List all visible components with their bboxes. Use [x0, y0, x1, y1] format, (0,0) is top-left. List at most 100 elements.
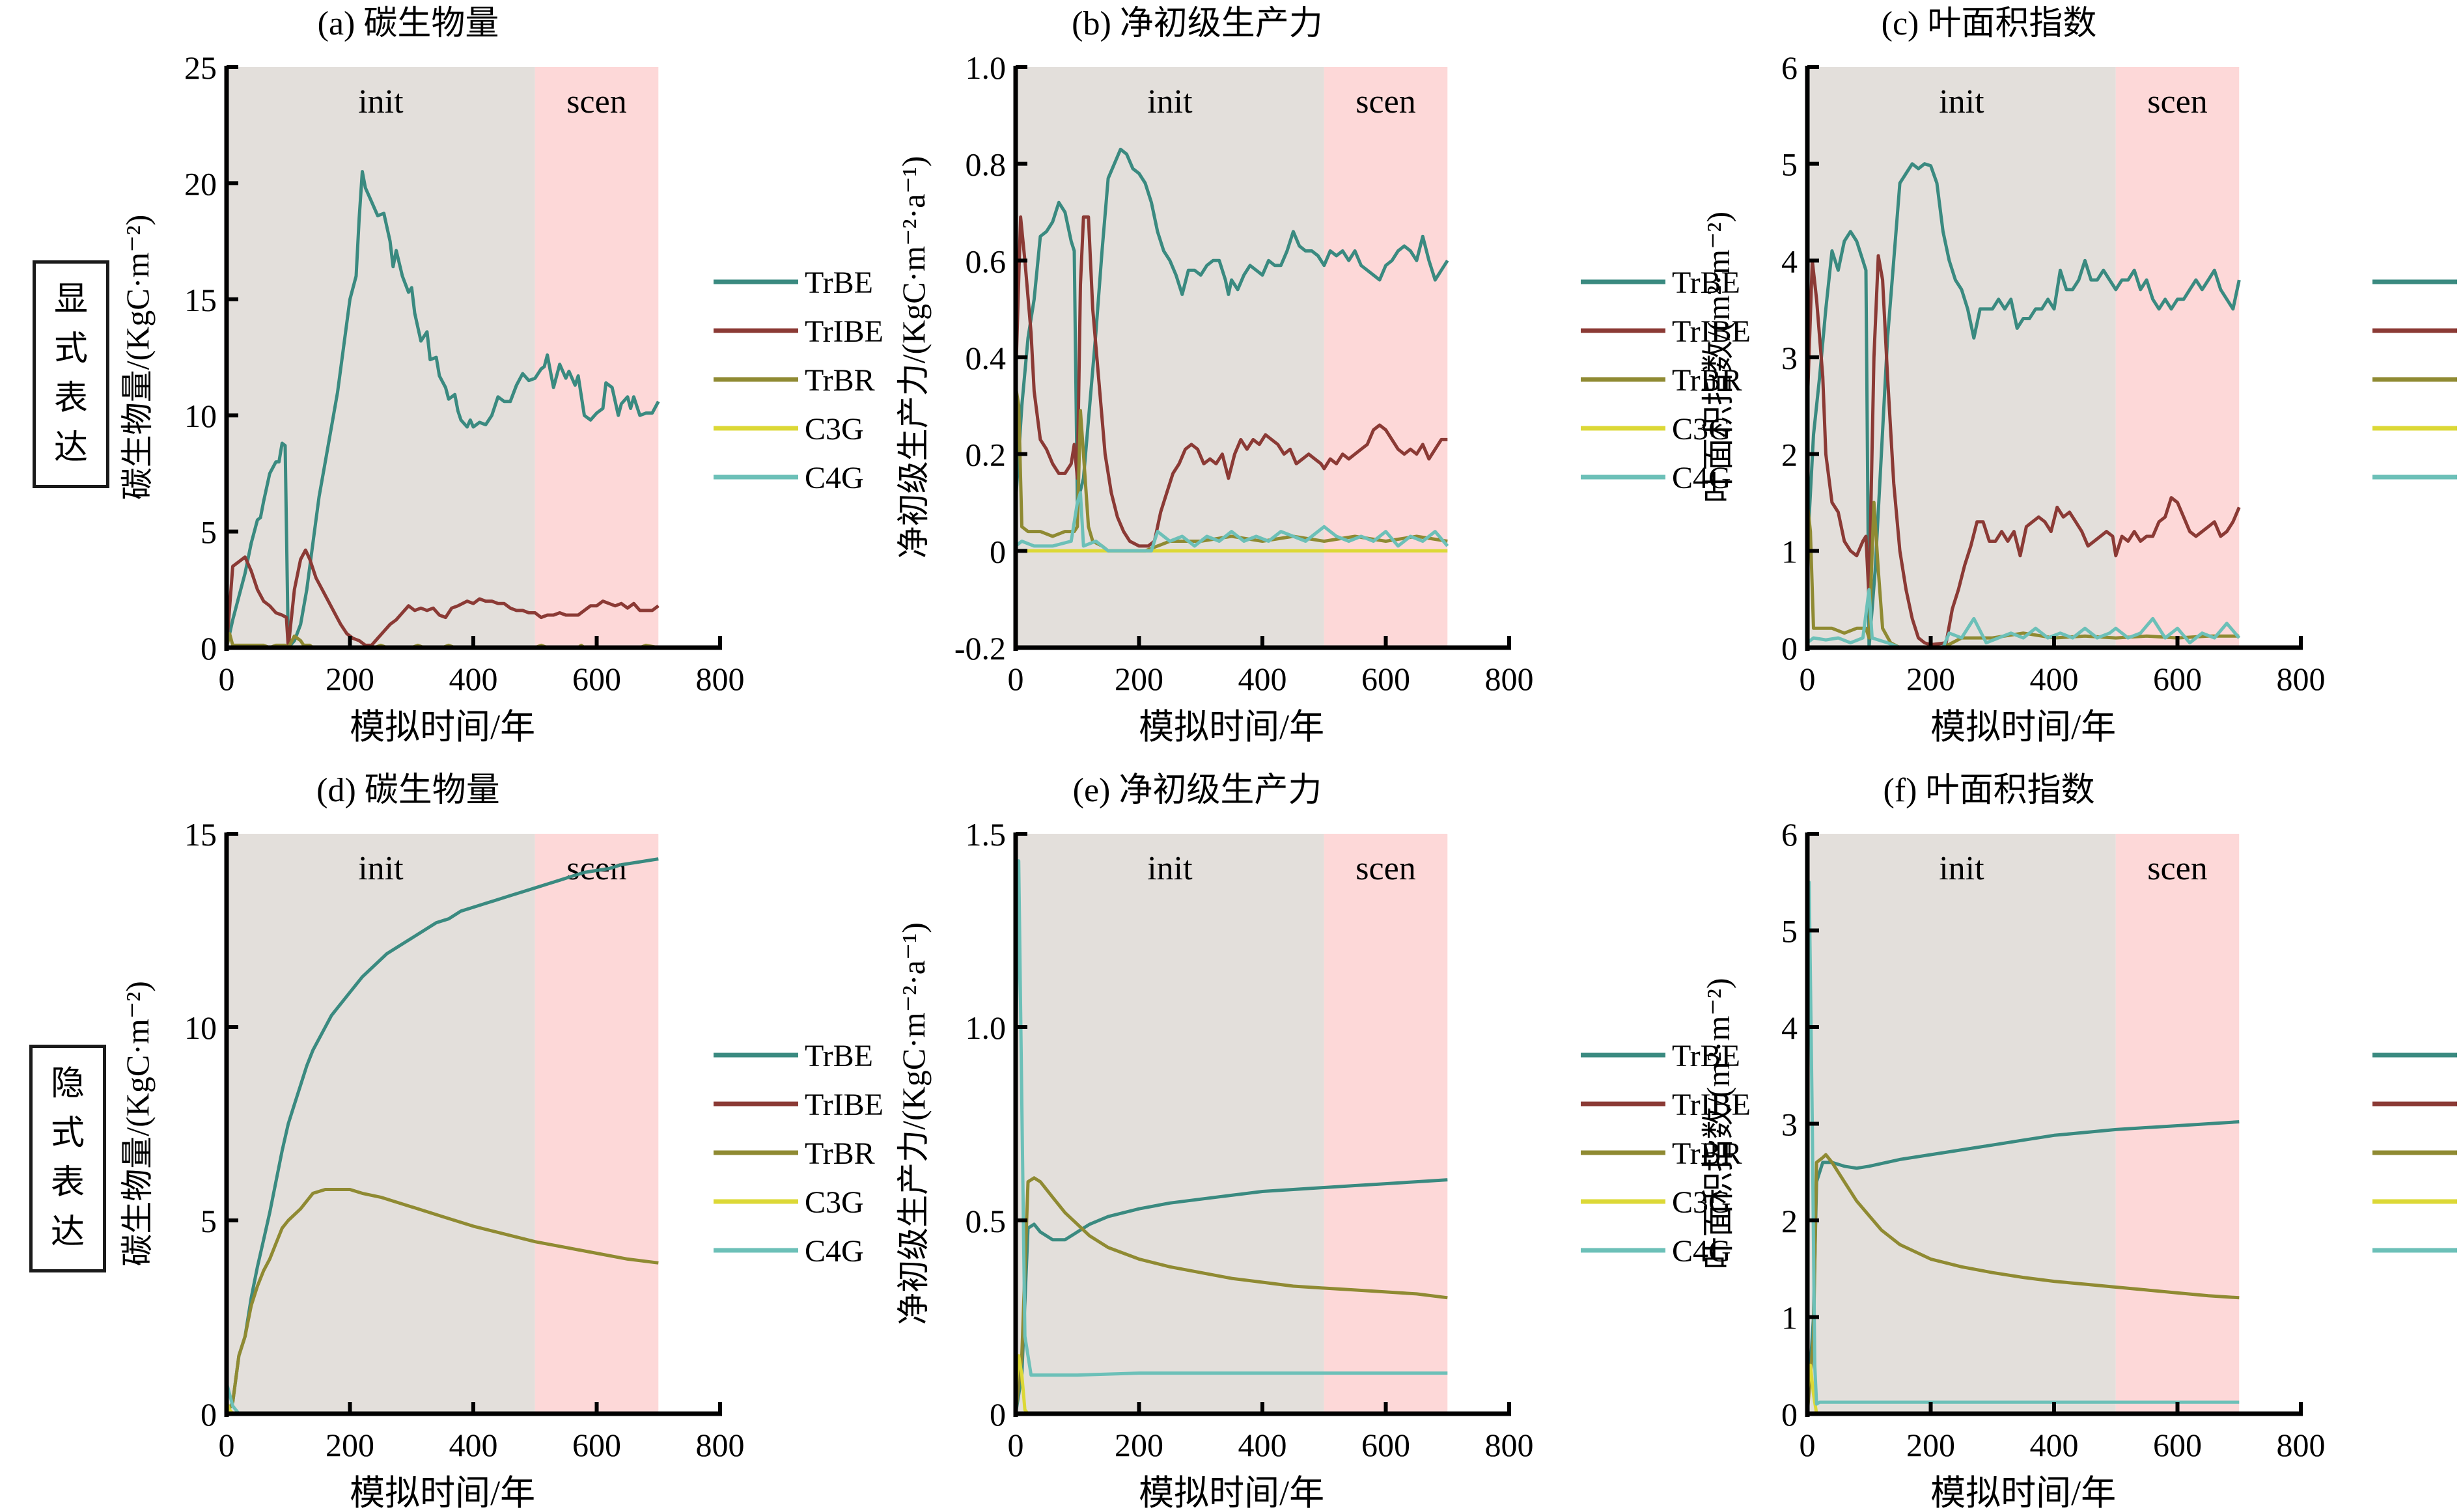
- y-tick-label: 15: [184, 282, 217, 318]
- y-tick-label: 2: [1781, 1203, 1798, 1239]
- x-tick-label: 400: [2030, 1427, 2079, 1463]
- legend-label-c3g: C3G: [805, 412, 864, 447]
- series-line-c4g: [1014, 859, 1448, 1377]
- y-tick-label: 0: [990, 533, 1006, 570]
- x-tick-label: 0: [219, 661, 235, 697]
- phase-init-label: init: [1147, 83, 1193, 120]
- y-tick-label: 0: [990, 1396, 1006, 1433]
- y-tick-label: -0.2: [954, 630, 1006, 667]
- x-axis-label: 模拟时间/年: [1930, 708, 2116, 747]
- chart-panel-d: init scen 0 200 400 600 800 0 5 10 15 (d) 碳生物量模拟时间/…: [119, 772, 883, 1512]
- y-tick-label: 3: [1781, 340, 1798, 376]
- series-line-trbe: [1805, 1120, 2240, 1414]
- phase-scen-background: [1324, 67, 1448, 648]
- chart-title: (b) 净初级生产力: [1072, 5, 1323, 42]
- y-tick-label: 0.4: [966, 340, 1007, 376]
- x-tick-label: 600: [1361, 1427, 1410, 1463]
- y-axis-label: 碳生物量/(KgC·m⁻²): [119, 981, 156, 1267]
- legend-label-tribe: TrIBE: [805, 314, 883, 349]
- y-tick-label: 0.2: [966, 437, 1007, 473]
- x-tick-label: 200: [1115, 661, 1163, 697]
- y-tick-label: 1.0: [966, 49, 1007, 86]
- x-tick-label: 600: [572, 661, 621, 697]
- legend-label-trbe: TrBE: [805, 1039, 873, 1073]
- y-axis-label: 碳生物量/(KgC·m⁻²): [119, 215, 156, 501]
- y-tick-label: 6: [1781, 816, 1798, 853]
- phase-scen-background: [2115, 67, 2240, 648]
- row-label-explicit: 显 式 表 达: [33, 260, 109, 488]
- chart-title: (e) 净初级生产力: [1073, 772, 1322, 809]
- legend-label-tribe: TrIBE: [805, 1088, 883, 1122]
- y-axis-label: 净初级生产力/(KgC·m⁻²·a⁻¹): [895, 922, 932, 1325]
- phase-init-background: [227, 67, 535, 648]
- y-tick-label: 1.0: [966, 1010, 1007, 1046]
- x-tick-label: 200: [1115, 1427, 1163, 1463]
- chart-title: (f) 叶面积指数: [1884, 772, 2095, 809]
- chart-title: (c) 叶面积指数: [1882, 5, 2097, 42]
- y-tick-label: 4: [1781, 1010, 1798, 1046]
- row-label-char: 式: [53, 331, 88, 368]
- x-tick-label: 400: [1238, 1427, 1287, 1463]
- phase-scen-label: scen: [2147, 83, 2207, 120]
- legend-label-c4g: C4G: [1672, 1234, 1731, 1269]
- y-tick-label: 0.6: [966, 243, 1007, 279]
- y-tick-label: 0: [201, 630, 217, 667]
- legend: TrBE TrIBE TrBR C3G C4G: [714, 266, 883, 495]
- legend-label-trbe: TrBE: [805, 266, 873, 300]
- phase-scen-background: [535, 67, 659, 648]
- y-tick-label: 0.5: [966, 1203, 1007, 1239]
- legend-label-tribe: TrIBE: [1672, 314, 1751, 349]
- x-tick-label: 0: [1800, 1427, 1816, 1463]
- y-tick-label: 5: [1781, 146, 1798, 183]
- x-tick-label: 600: [2153, 661, 2202, 697]
- chart-panel-e: init scen 0 200 400 600 800 0 0.5 1.0 1.5 (e) 净初级生产…: [895, 772, 1751, 1512]
- phase-scen-label: scen: [1356, 83, 1415, 120]
- x-tick-label: 400: [1238, 661, 1287, 697]
- y-tick-label: 5: [1781, 913, 1798, 950]
- x-tick-label: 0: [1008, 1427, 1024, 1463]
- y-tick-label: 10: [184, 398, 217, 434]
- phase-init-background: [1807, 834, 2116, 1414]
- x-tick-label: 600: [1361, 661, 1410, 697]
- x-tick-label: 800: [696, 1427, 745, 1463]
- x-tick-label: 800: [1485, 661, 1534, 697]
- phase-init-background: [1016, 834, 1324, 1414]
- legend-label-c4g: C4G: [805, 461, 864, 495]
- y-axis-label: 叶面积指数/(m²·m⁻²): [1700, 212, 1736, 503]
- x-tick-label: 400: [449, 1427, 498, 1463]
- series-line-trbe: [225, 857, 659, 1415]
- y-tick-label: 15: [184, 816, 217, 853]
- phase-scen-label: scen: [566, 850, 626, 887]
- chart-title: (d) 碳生物量: [316, 772, 500, 809]
- series-line-tribe: [225, 548, 660, 650]
- x-axis-label: 模拟时间/年: [350, 708, 535, 747]
- x-tick-label: 400: [2030, 661, 2079, 697]
- row-label-char: 表: [53, 380, 88, 417]
- chart-title: (a) 碳生物量: [318, 5, 499, 42]
- row-label-implicit: 隐 式 表 达: [29, 1045, 106, 1272]
- legend-label-c3g: C3G: [1672, 412, 1731, 447]
- row-label-char: 隐: [50, 1065, 85, 1103]
- legend-label-trbe: TrBE: [1672, 1039, 1740, 1073]
- y-tick-label: 5: [201, 514, 217, 551]
- series-line-trbr: [225, 1188, 659, 1415]
- phase-scen-label: scen: [1356, 850, 1415, 887]
- x-tick-label: 200: [1906, 1427, 1955, 1463]
- chart-panel-a: init scen 0 200 400 600 800 0 5 10 15 20 25 (a) 碳生物量模…: [119, 5, 883, 747]
- x-tick-label: 0: [1800, 661, 1816, 697]
- y-tick-label: 1: [1781, 1300, 1798, 1336]
- series-line-trbe: [1805, 162, 2241, 650]
- legend-label-c4g: C4G: [805, 1234, 864, 1269]
- series-line-trbe: [1014, 147, 1449, 504]
- row-label-char: 达: [53, 430, 88, 467]
- x-tick-label: 200: [326, 1427, 374, 1463]
- legend-label-trbr: TrBR: [1672, 1136, 1742, 1171]
- y-tick-label: 0: [201, 1396, 217, 1433]
- x-tick-label: 0: [219, 1427, 235, 1463]
- legend-label-trbr: TrBR: [805, 363, 875, 398]
